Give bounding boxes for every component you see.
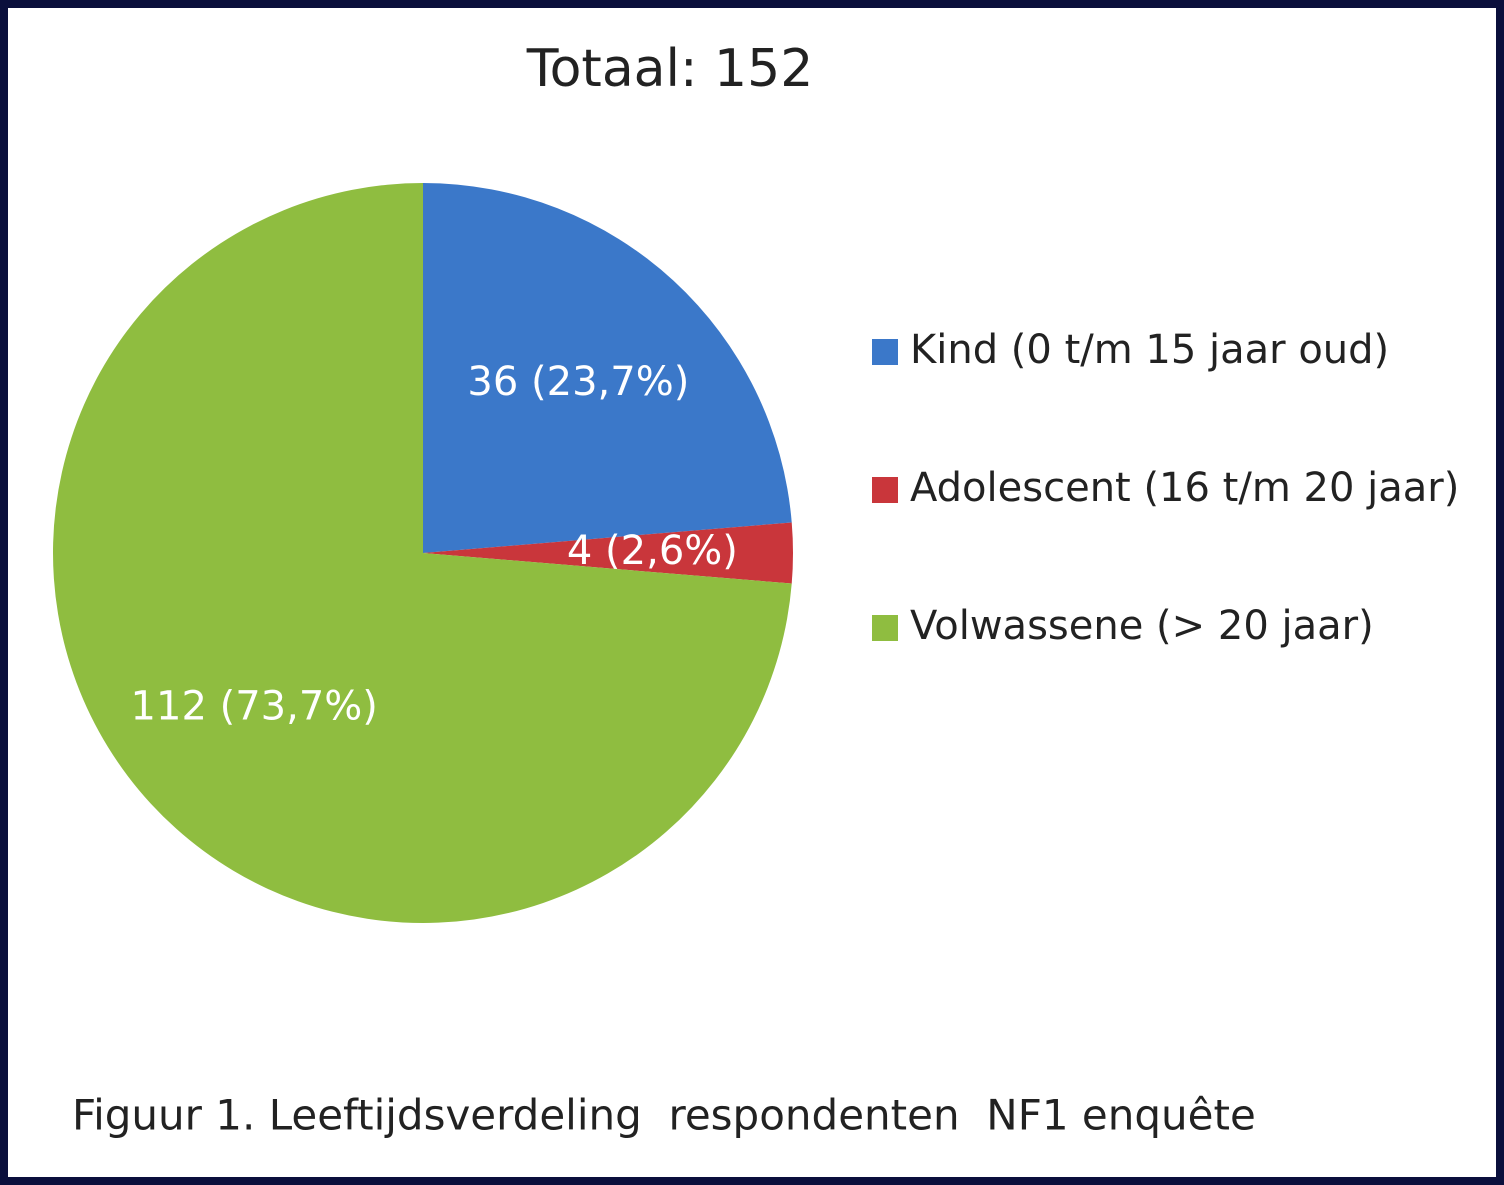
pie-slice: [423, 183, 792, 553]
legend-label: Adolescent (16 t/m 20 jaar): [910, 465, 1459, 511]
pie-slice: [423, 522, 794, 584]
data-label: 36 (23,7%): [467, 359, 689, 405]
data-label: 112 (73,7%): [131, 683, 378, 729]
legend-swatch: [872, 339, 898, 365]
chart-title: Totaal: 152: [526, 39, 814, 99]
caption: Figuur 1. Leeftijdsverdeling respondente…: [72, 1091, 1256, 1140]
legend-swatch: [872, 477, 898, 503]
legend-swatch: [872, 615, 898, 641]
pie-slice: [52, 183, 792, 924]
legend-label: Kind (0 t/m 15 jaar oud): [910, 327, 1389, 373]
data-label: 4 (2,6%): [567, 528, 738, 574]
legend-label: Volwassene (> 20 jaar): [910, 603, 1374, 649]
